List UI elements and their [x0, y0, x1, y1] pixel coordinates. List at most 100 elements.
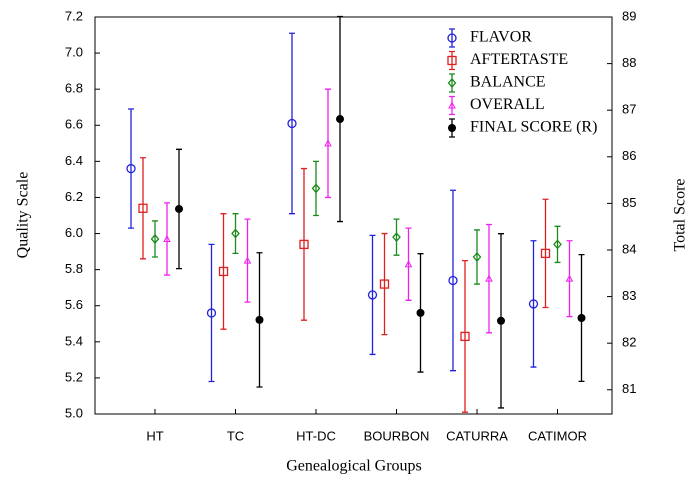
marker: [392, 232, 401, 243]
marker: [163, 234, 171, 242]
marker: [485, 274, 493, 282]
marker: [448, 101, 456, 109]
marker: [497, 316, 505, 325]
y2-tick-label: 82: [622, 335, 636, 350]
y2-tick-label: 88: [622, 55, 636, 70]
error-bar: [566, 240, 573, 318]
y-tick-label: 7.2: [65, 8, 83, 23]
error-bar: [244, 218, 251, 303]
marker: [460, 331, 470, 342]
y2-tick-label: 89: [622, 8, 636, 23]
legend-label: FLAVOR: [470, 29, 532, 46]
x-axis-label: Genealogical Groups: [286, 458, 422, 475]
error-bar: [325, 88, 331, 199]
marker: [379, 279, 390, 289]
error-bar: [393, 218, 400, 256]
y-tick-label: 7.0: [65, 45, 83, 60]
marker: [255, 315, 264, 324]
marker: [565, 274, 574, 282]
legend-line: [449, 28, 455, 48]
error-bar: [140, 157, 146, 260]
legend-line: [449, 95, 455, 116]
marker: [416, 308, 425, 317]
error-bar: [486, 223, 492, 334]
y-tick-label: 6.8: [65, 81, 83, 96]
y-tick-label: 5.0: [65, 405, 83, 420]
marker: [528, 299, 539, 309]
error-bar: [208, 243, 215, 383]
marker: [336, 115, 344, 124]
y2-tick-label: 87: [622, 102, 636, 117]
error-bar: [289, 32, 295, 215]
marker: [448, 124, 456, 132]
marker: [311, 183, 321, 194]
x-tick-label: HT-DC: [296, 428, 336, 443]
marker: [447, 78, 457, 88]
y2-tick-label: 86: [622, 148, 636, 163]
y2-tick-label: 85: [622, 195, 636, 210]
y-tick-label: 6.2: [65, 189, 83, 204]
marker: [231, 228, 240, 239]
error-bar: [405, 227, 412, 301]
y2-axis-label: Total Score: [672, 178, 689, 251]
marker: [299, 239, 309, 250]
legend-line: [449, 50, 455, 71]
error-bar: [450, 189, 456, 372]
error-bar: [164, 202, 170, 276]
legend-line: [449, 73, 455, 93]
marker: [126, 163, 136, 174]
marker: [577, 314, 586, 323]
marker: [218, 266, 229, 277]
legend-label: FINAL SCORE (R): [470, 119, 597, 136]
error-bar: [554, 225, 561, 264]
marker: [138, 203, 148, 213]
legend-label: BALANCE: [470, 74, 546, 91]
marker: [447, 33, 457, 43]
marker: [447, 55, 457, 66]
y-tick-label: 5.4: [65, 333, 83, 348]
marker: [367, 290, 378, 300]
y-tick-label: 6.0: [65, 225, 83, 240]
x-tick-label: TC: [227, 428, 244, 443]
marker: [472, 252, 482, 262]
marker: [324, 139, 332, 147]
error-bar: [301, 167, 307, 321]
error-bar: [152, 220, 158, 258]
y-tick-label: 6.4: [65, 153, 83, 168]
y-tick-label: 5.2: [65, 369, 83, 384]
error-bar: [220, 213, 227, 330]
y-tick-label: 6.6: [65, 117, 83, 132]
marker: [175, 204, 183, 213]
error-bar: [462, 259, 468, 413]
y2-tick-label: 83: [622, 288, 636, 303]
y-axis-label: Quality Scale: [15, 172, 32, 259]
x-tick-label: HT: [146, 428, 163, 443]
marker: [287, 118, 297, 129]
error-bar: [474, 229, 480, 285]
error-bar: [542, 198, 549, 309]
error-bar: [530, 240, 537, 368]
error-bar: [369, 234, 376, 356]
y2-tick-label: 81: [622, 381, 636, 396]
marker: [206, 308, 217, 318]
x-tick-label: BOURBON: [364, 428, 430, 443]
x-tick-label: CATURRA: [446, 428, 508, 443]
error-bar: [381, 232, 388, 336]
y2-tick-label: 84: [622, 241, 636, 256]
legend-label: OVERALL: [470, 96, 545, 113]
y-tick-label: 5.8: [65, 261, 83, 276]
marker: [243, 256, 252, 264]
error-bar: [313, 160, 319, 217]
x-tick-label: CATIMOR: [528, 428, 587, 443]
marker: [150, 233, 160, 244]
legend-label: AFTERTASTE: [470, 51, 568, 68]
plot-frame: [94, 16, 613, 415]
marker: [448, 275, 458, 286]
marker: [540, 248, 551, 259]
error-bar: [232, 213, 239, 255]
marker: [553, 239, 562, 250]
marker: [404, 260, 413, 268]
error-bar: [128, 108, 134, 229]
y-tick-label: 5.6: [65, 297, 83, 312]
